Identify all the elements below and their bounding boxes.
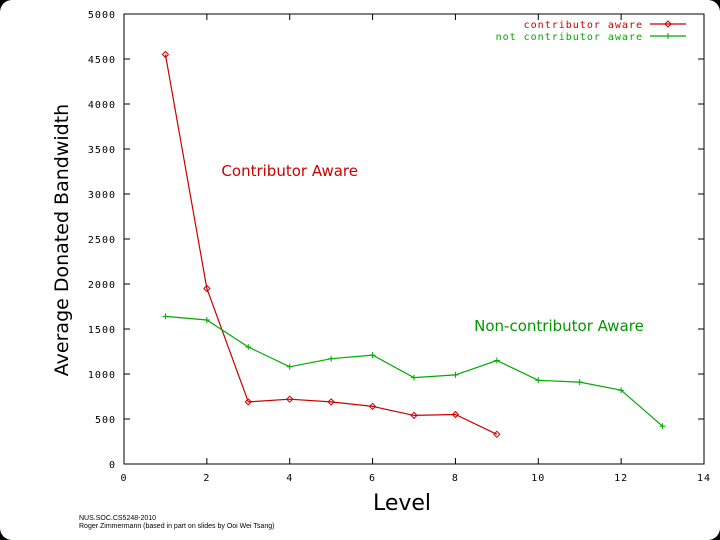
data-point [369,352,376,359]
data-point [411,374,417,381]
y-tick-label: 1500 [88,325,116,336]
legend-marker [664,20,672,28]
x-axis-label: Level [373,491,431,516]
y-tick-label: 0 [109,460,116,471]
x-tick-label: 10 [531,473,545,484]
y-tick-label: 4000 [88,100,116,111]
data-point [203,317,210,323]
legend-label: not contributor aware [496,32,643,43]
y-tick-label: 1000 [88,370,116,381]
series-not-contributor-aware [162,313,666,430]
annotation-label: Non-contributor Aware [474,317,644,335]
annotation-label: Contributor Aware [221,162,358,180]
y-tick-label: 2000 [88,280,116,291]
legend-marker [665,33,671,39]
y-tick-label: 2500 [88,235,116,246]
data-point [535,377,542,384]
axis-ticks: 0 500 1000 1500 2000 2500 3000 3500 4000 4500 5000… [88,10,711,484]
data-point [659,423,666,430]
y-tick-label: 5000 [88,10,116,21]
data-point [451,410,460,419]
y-axis-label: Average Donated Bandwidth [51,104,73,376]
annotations: Contributor Aware Non-contributor Aware [221,162,643,335]
x-tick-label: 0 [120,473,127,484]
data-point [162,313,169,320]
x-tick-label: 4 [286,473,293,484]
y-tick-label: 3000 [88,190,116,201]
series-line [164,54,498,435]
legend-label: contributor aware [524,20,643,31]
x-tick-label: 14 [697,473,711,484]
series-contributor-aware [161,50,501,439]
data-point [368,402,377,411]
data-point [328,355,335,362]
data-point [327,398,335,406]
footer-course: NUS.SOC.CS5248-2010 [79,515,156,522]
data-point [161,50,170,59]
data-point [493,357,500,364]
x-tick-label: 2 [203,473,210,484]
x-tick-label: 6 [369,473,376,484]
data-point [618,387,625,394]
data-point [203,284,211,293]
footer-credit: Roger Zimmermann (based in part on slide… [79,523,274,530]
series-layer [161,50,666,439]
data-point [410,411,418,420]
data-point [493,430,501,439]
y-tick-label: 500 [95,415,116,426]
data-point [576,379,583,386]
data-point [286,395,294,403]
y-tick-label: 3500 [88,145,116,156]
data-point [244,398,252,406]
x-tick-label: 12 [614,473,628,484]
data-point [452,371,459,378]
x-tick-label: 8 [452,473,459,484]
data-point [245,344,252,350]
y-tick-label: 4500 [88,55,116,66]
data-point [286,363,293,370]
plot-frame [123,13,705,465]
